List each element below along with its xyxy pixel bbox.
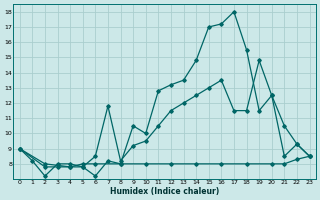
X-axis label: Humidex (Indice chaleur): Humidex (Indice chaleur)	[110, 187, 219, 196]
